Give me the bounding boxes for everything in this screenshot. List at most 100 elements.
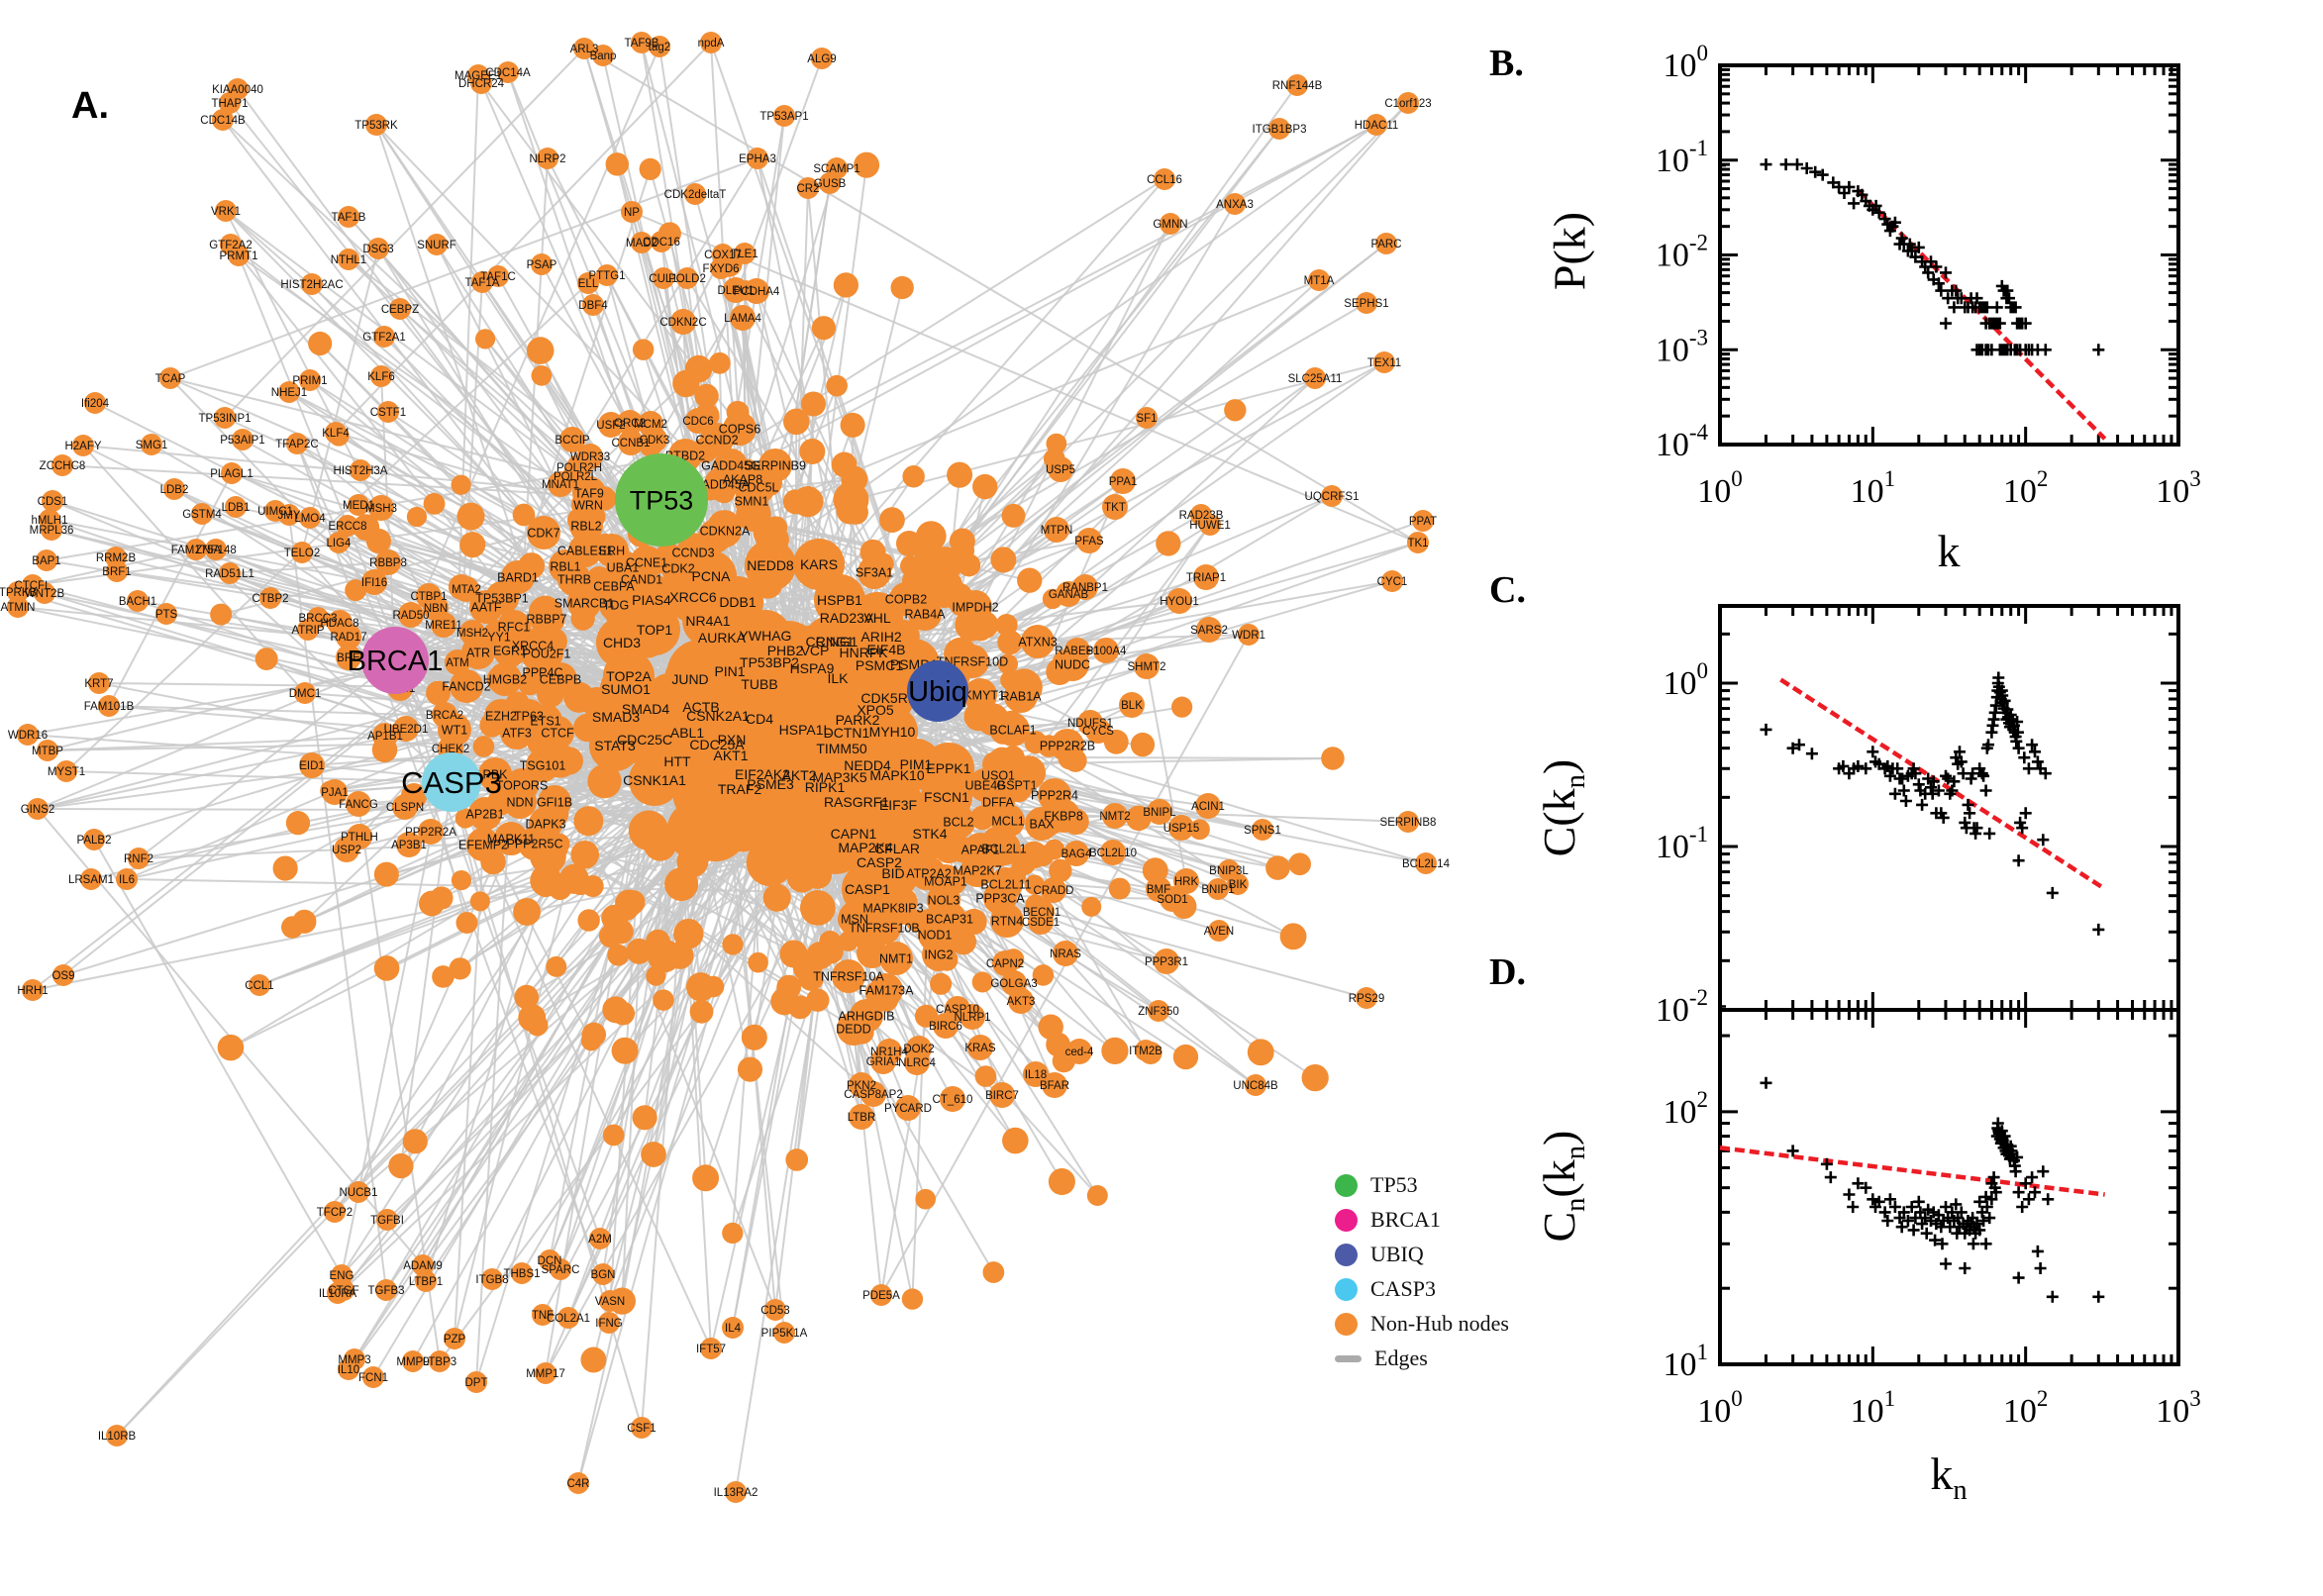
network-node	[1356, 987, 1377, 1009]
axis-title-cnkn: Cn(kn)	[1533, 1130, 1592, 1243]
network-node	[1048, 1167, 1075, 1196]
network-node	[449, 957, 471, 980]
network-node	[1172, 1044, 1199, 1070]
network-node	[697, 519, 733, 553]
network-node	[641, 1142, 666, 1167]
network-node	[511, 1262, 533, 1284]
network-node	[80, 868, 102, 890]
network-node	[971, 971, 993, 993]
network-node	[531, 253, 553, 275]
network-node	[799, 438, 826, 465]
network-node	[632, 339, 655, 360]
network-node	[649, 36, 670, 57]
network-node	[692, 437, 718, 463]
network-node	[532, 1304, 554, 1326]
network-node	[36, 549, 57, 571]
tick-label: 100	[1697, 466, 1743, 510]
network-node	[1189, 819, 1210, 841]
network-node	[264, 500, 286, 522]
network-node	[541, 608, 565, 633]
network-node	[22, 979, 44, 1001]
network-node	[915, 1188, 936, 1210]
network-node	[402, 1350, 424, 1372]
network-node	[191, 503, 213, 525]
network-node	[297, 619, 319, 641]
network-node	[970, 805, 995, 831]
network-node	[502, 631, 527, 656]
network-node	[338, 206, 359, 228]
network-node	[141, 434, 162, 455]
plot-panel-C: 100 10-1 10-2	[1656, 604, 2180, 1029]
network-node	[684, 183, 706, 205]
tick-label: 10-3	[1656, 325, 1708, 368]
network-node	[1000, 812, 1024, 836]
network-node	[338, 249, 359, 270]
network-node	[783, 408, 810, 436]
network-node	[1134, 653, 1160, 679]
network-node	[762, 883, 791, 912]
network-node	[673, 919, 704, 949]
network-node	[336, 645, 361, 670]
network-node	[42, 490, 63, 512]
network-node	[1190, 504, 1212, 526]
network-node	[653, 989, 674, 1011]
network-node	[639, 157, 661, 180]
network-node	[291, 542, 313, 563]
network-node	[217, 1034, 245, 1061]
network-node	[1139, 1041, 1162, 1065]
network-node	[618, 430, 644, 455]
network-node	[219, 92, 241, 114]
network-node	[1063, 748, 1087, 772]
tick-label: 100	[1664, 41, 1709, 84]
network-node	[368, 495, 394, 521]
network-node	[773, 1322, 795, 1344]
tick-label: 102	[2003, 466, 2048, 510]
network-node	[376, 1209, 398, 1231]
network-node	[249, 974, 270, 996]
network-node	[1100, 840, 1126, 865]
network-node	[1147, 799, 1172, 825]
network-node	[724, 767, 770, 813]
network-node	[333, 1279, 354, 1301]
network-node	[930, 972, 953, 995]
network-node	[429, 1350, 451, 1372]
network-node	[546, 955, 567, 977]
network-node	[1407, 532, 1429, 553]
network-node	[832, 959, 865, 993]
network-node	[489, 583, 513, 607]
network-node	[543, 801, 569, 828]
network-node	[527, 516, 560, 549]
axis-ticks	[1718, 606, 2180, 1012]
network-node	[592, 486, 617, 511]
network-node	[1063, 841, 1089, 866]
data-points	[1720, 671, 2105, 1010]
network-node	[1102, 803, 1128, 829]
network-node	[718, 628, 777, 687]
network-node	[1227, 873, 1249, 895]
network-node	[1043, 448, 1065, 470]
network-node	[871, 552, 894, 575]
network-node	[547, 838, 568, 859]
network-node	[396, 832, 422, 857]
network-node	[362, 1366, 384, 1388]
network-node	[337, 515, 358, 537]
network-node	[901, 1288, 924, 1310]
network-node	[756, 469, 782, 496]
network-node	[666, 800, 727, 860]
network-node	[596, 264, 618, 286]
network-node	[72, 435, 94, 456]
network-node	[559, 427, 585, 452]
axis-ticks	[1718, 1010, 2180, 1366]
network-node	[751, 728, 805, 782]
network-node	[1208, 920, 1230, 942]
network-node	[98, 695, 120, 717]
network-node	[418, 819, 444, 845]
network-node	[1245, 1074, 1266, 1096]
network-node	[586, 565, 612, 592]
network-node	[570, 606, 595, 631]
network-node	[694, 403, 720, 429]
network-node	[7, 596, 29, 618]
network-node	[51, 454, 73, 476]
network-node	[1321, 485, 1343, 507]
network-node	[1028, 909, 1054, 935]
